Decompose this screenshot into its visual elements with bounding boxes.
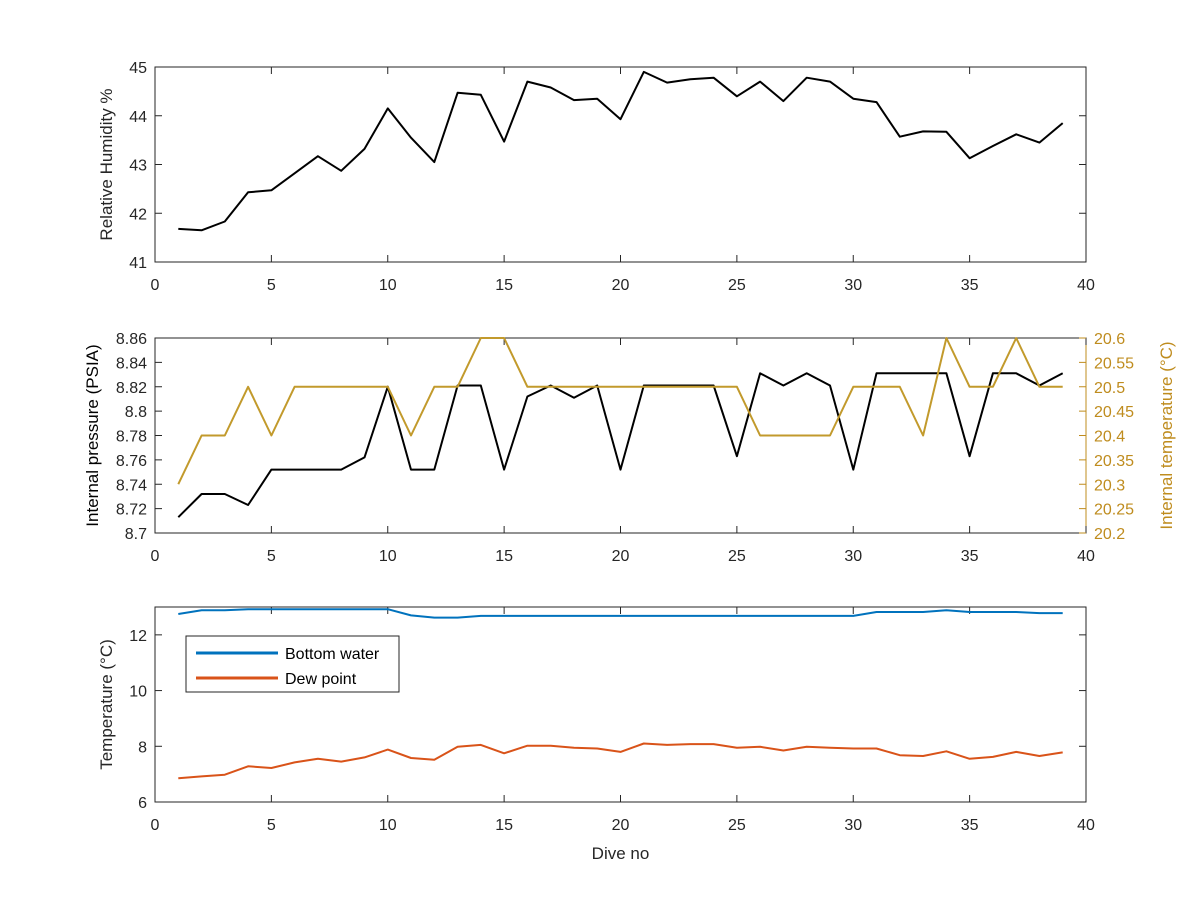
y-tick-label: 8.74 [116, 477, 147, 494]
y-right-tick-label: 20.25 [1094, 502, 1134, 519]
x-tick-label: 35 [961, 277, 979, 294]
y-tick-label: 41 [129, 255, 147, 272]
legend-label: Dew point [285, 671, 357, 688]
y-tick-label: 42 [129, 206, 147, 223]
y-axis-label: Relative Humidity % [97, 88, 116, 240]
y-tick-label: 8.8 [125, 404, 147, 421]
x-tick-label: 40 [1077, 277, 1095, 294]
relative-humidity-line [178, 70, 1064, 232]
x-tick-label: 10 [379, 548, 397, 565]
x-tick-label: 0 [151, 277, 160, 294]
y-tick-label: 8.76 [116, 453, 147, 470]
y-tick-label: 44 [129, 109, 147, 126]
subplot-2: 0 5 10 15 20 25 30 35 40 8.7 8.72 8.74 8.76 8.78 8.8 8.… [83, 331, 1176, 565]
y-right-tick-label: 20.2 [1094, 526, 1125, 543]
x-axis-label: Dive no [592, 844, 650, 863]
x-tick-label: 25 [728, 817, 746, 834]
y-right-tick-label: 20.35 [1094, 453, 1134, 470]
y-axis-label: Temperature (°C) [97, 639, 116, 770]
y-right-tick-label: 20.3 [1094, 477, 1125, 494]
dew-point-line [178, 742, 1063, 780]
axes-frame [154, 337, 1087, 534]
x-tick-label: 0 [151, 817, 160, 834]
x-tick-label: 30 [844, 548, 862, 565]
y-right-tick-label: 20.6 [1094, 331, 1125, 348]
x-tick-label: 5 [267, 817, 276, 834]
y-tick-label: 45 [129, 60, 147, 77]
x-tick-label: 5 [267, 548, 276, 565]
x-tick-label: 15 [495, 817, 513, 834]
x-tick-label: 30 [844, 277, 862, 294]
x-tick-label: 35 [961, 817, 979, 834]
x-tick-label: 25 [728, 277, 746, 294]
y-tick-label: 6 [138, 795, 147, 812]
x-tick-label: 20 [612, 548, 630, 565]
internal-pressure-line [177, 372, 1064, 518]
y-tick-label: 8.78 [116, 429, 147, 446]
y-right-tick-label: 20.55 [1094, 355, 1134, 372]
y-tick-label: 10 [129, 684, 147, 701]
x-tick-label: 40 [1077, 817, 1095, 834]
y-tick-label: 12 [129, 628, 147, 645]
y-axis-label: Internal pressure (PSIA) [83, 344, 102, 526]
x-tick-label: 30 [844, 817, 862, 834]
legend-label: Bottom water [285, 646, 380, 663]
y-right-tick-label: 20.45 [1094, 404, 1134, 421]
y-right-tick-label: 20.5 [1094, 380, 1125, 397]
y-right-tick-label: 20.4 [1094, 429, 1125, 446]
x-tick-label: 10 [379, 817, 397, 834]
x-tick-label: 5 [267, 277, 276, 294]
y-tick-label: 8.82 [116, 380, 147, 397]
y-tick-label: 43 [129, 158, 147, 175]
x-tick-label: 25 [728, 548, 746, 565]
legend: Bottom water Dew point [185, 635, 400, 693]
subplot-3: 0 5 10 15 20 25 30 35 40 6 8 10 12 Temperature (°C) Di… [97, 606, 1095, 863]
y-right-axis-label: Internal temperature (°C) [1157, 341, 1176, 529]
x-tick-label: 15 [495, 277, 513, 294]
x-tick-label: 15 [495, 548, 513, 565]
x-tick-label: 10 [379, 277, 397, 294]
x-tick-label: 35 [961, 548, 979, 565]
axes-frame [154, 66, 1087, 263]
legend-box [185, 635, 400, 693]
y-tick-label: 8 [138, 739, 147, 756]
internal-temperature-line [177, 337, 1063, 485]
x-tick-label: 20 [612, 817, 630, 834]
y-tick-label: 8.72 [116, 502, 147, 519]
y-tick-label: 8.86 [116, 331, 147, 348]
bottom-water-line [178, 608, 1063, 619]
y-tick-label: 8.7 [125, 526, 147, 543]
x-tick-label: 40 [1077, 548, 1095, 565]
y-tick-label: 8.84 [116, 355, 147, 372]
x-tick-label: 20 [612, 277, 630, 294]
subplot-1: 0 5 10 15 20 25 30 35 40 41 42 43 44 45 Relative Humid… [97, 60, 1095, 294]
x-tick-label: 0 [151, 548, 160, 565]
